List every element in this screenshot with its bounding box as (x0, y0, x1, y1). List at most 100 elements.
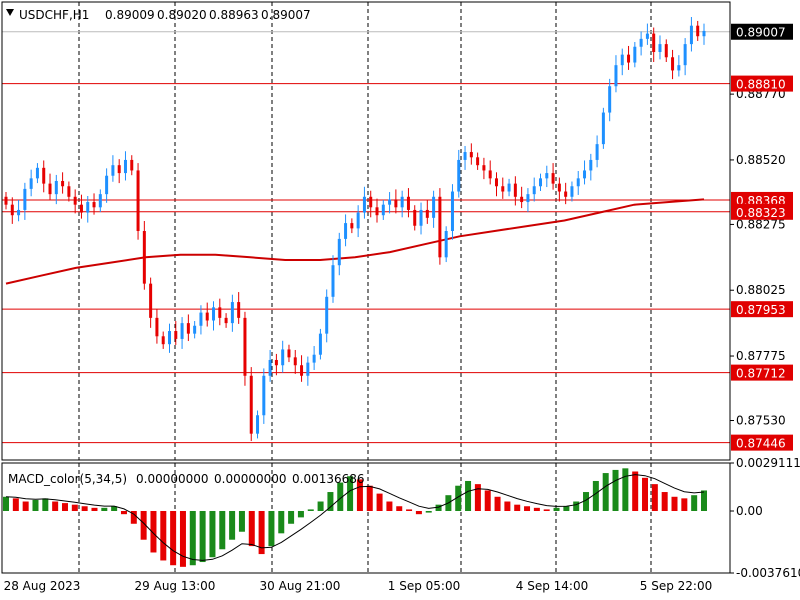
candle-body (212, 307, 216, 321)
y-tick-label: 0.88520 (736, 153, 786, 167)
symbol-label: USDCHF,H1 (19, 8, 89, 22)
candle-body (400, 196, 404, 208)
candle-body (532, 186, 536, 195)
candle-body (671, 57, 675, 71)
macd-histogram-bar (120, 510, 127, 515)
x-tick-label: 28 Aug 2023 (4, 579, 81, 593)
level-price-label: 0.88810 (736, 78, 786, 92)
macd-indicator-name: MACD_color(5,34,5) (8, 472, 127, 486)
macd-histogram-bar (130, 510, 137, 524)
candle-body (369, 196, 373, 208)
candle-body (186, 323, 190, 334)
macd-histogram-bar (701, 490, 707, 511)
candle-body (520, 196, 524, 203)
candle-body (557, 183, 561, 192)
y-tick-label: 0.87530 (736, 414, 786, 428)
candle-body (224, 317, 228, 324)
candle-body (539, 178, 543, 187)
price-panel-frame (1, 1, 731, 461)
candle-body (262, 375, 266, 416)
macd-histogram-bar (347, 476, 354, 511)
macd-histogram-bar (514, 504, 521, 511)
macd-histogram-bar (278, 510, 285, 534)
candle-body (583, 170, 587, 179)
x-tick-label: 29 Aug 13:00 (135, 579, 216, 593)
macd-histogram-bar (229, 510, 236, 540)
candle-body (513, 183, 517, 197)
candle-body (406, 196, 410, 210)
candle-body (564, 191, 568, 197)
candle-body (494, 178, 498, 187)
candle-body (325, 296, 329, 334)
candle-body (205, 312, 209, 321)
macd-histogram-bar (209, 510, 216, 558)
candle-body (356, 212, 360, 229)
macd-histogram-bar (317, 501, 324, 511)
y-tick-label: 0.88025 (736, 283, 786, 297)
level-price-label: 0.87953 (736, 303, 786, 317)
candle-body (42, 167, 46, 184)
triangle-down-icon[interactable] (6, 9, 14, 16)
candle-body (111, 165, 115, 176)
candle-body (230, 302, 234, 324)
candle-body (123, 159, 127, 174)
candle-body (526, 194, 530, 203)
candle-body (167, 331, 171, 345)
candle-body (17, 209, 21, 216)
y-tick-label: 0.88275 (736, 217, 786, 231)
candle-body (318, 333, 322, 355)
candle-body (438, 196, 442, 258)
macd-histogram-bar (3, 496, 9, 511)
candle-body (287, 349, 291, 358)
moving-average-line (5, 198, 705, 285)
current-price-tag (731, 23, 793, 40)
level-price-label: 0.88323 (736, 206, 786, 220)
macd-histogram-bar (455, 485, 462, 511)
candle-body (105, 175, 109, 195)
macd-histogram-bar (12, 498, 19, 511)
ohlc-open: 0.89009 (105, 8, 155, 22)
candle-body (652, 33, 656, 53)
candle-body (67, 186, 71, 197)
candle-body (362, 196, 366, 213)
candle-body (48, 183, 52, 195)
macd-histogram-bar (189, 510, 196, 566)
candle-body (312, 354, 316, 363)
candle-body (193, 325, 197, 334)
candle-body (388, 199, 392, 205)
candle-body (501, 186, 505, 192)
macd-histogram-bar (494, 496, 501, 511)
candle-body (117, 165, 121, 174)
macd-histogram-bar (199, 510, 206, 563)
candle-body (375, 207, 379, 216)
level-price-tag (731, 301, 793, 318)
macd-histogram-bar (465, 480, 472, 511)
candle-body (608, 86, 612, 113)
candle-body (689, 25, 693, 45)
macd-histogram-bar (651, 484, 658, 511)
macd-histogram-bar (307, 509, 314, 511)
candle-body (476, 157, 480, 166)
candle-body (29, 178, 33, 189)
macd-histogram-bar (691, 495, 698, 511)
candle-body (683, 44, 687, 66)
candle-body (444, 231, 448, 258)
macd-histogram-bar (524, 506, 531, 511)
macd-histogram-bar (504, 501, 511, 511)
candle-body (92, 202, 96, 208)
candle-body (639, 38, 643, 47)
macd-histogram-bar (533, 507, 540, 511)
candle-body (633, 46, 637, 63)
macd-histogram-bar (366, 485, 373, 511)
candle-body (243, 317, 247, 376)
macd-histogram-bar (101, 507, 108, 511)
candle-body (620, 54, 624, 66)
x-tick-label: 1 Sep 05:00 (388, 579, 460, 593)
candle-body (218, 307, 222, 318)
candle-body (136, 170, 140, 231)
level-price-tag (731, 434, 793, 451)
macd-histogram-bar (356, 479, 363, 511)
macd-histogram-bar (642, 477, 649, 511)
macd-histogram-bar (219, 510, 226, 550)
